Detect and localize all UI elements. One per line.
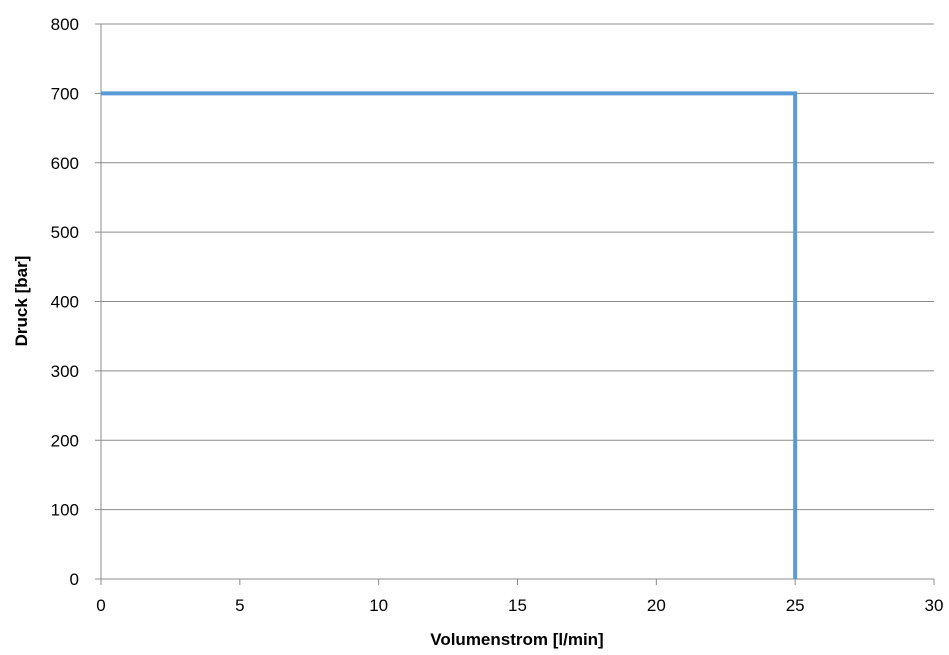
series-line-0 (101, 91, 798, 579)
y-axis-title: Druck [bar] (12, 256, 31, 347)
x-tick-label: 10 (369, 596, 388, 615)
y-tick-label: 0 (70, 570, 79, 589)
tick-labels: 0 100 200 300 400 500 600 700 800 0 5 10 15 20 25 30 (51, 15, 944, 615)
x-tick-label: 0 (96, 596, 105, 615)
x-tick-label: 20 (647, 596, 666, 615)
y-tick-label: 400 (51, 293, 79, 312)
x-tick-label: 5 (235, 596, 244, 615)
x-tick-label: 15 (508, 596, 527, 615)
y-tick-label: 800 (51, 15, 79, 34)
y-tick-label: 700 (51, 84, 79, 103)
x-tick-label: 25 (786, 596, 805, 615)
y-tick-label: 600 (51, 154, 79, 173)
y-tick-label: 300 (51, 362, 79, 381)
axes (95, 23, 935, 585)
grid-lines (101, 23, 934, 511)
y-tick-label: 100 (51, 501, 79, 520)
series-layer (101, 91, 798, 579)
y-tick-label: 200 (51, 431, 79, 450)
x-axis-title: Volumenstrom [l/min] (430, 630, 603, 649)
x-tick-label: 30 (925, 596, 944, 615)
y-tick-label: 500 (51, 223, 79, 242)
